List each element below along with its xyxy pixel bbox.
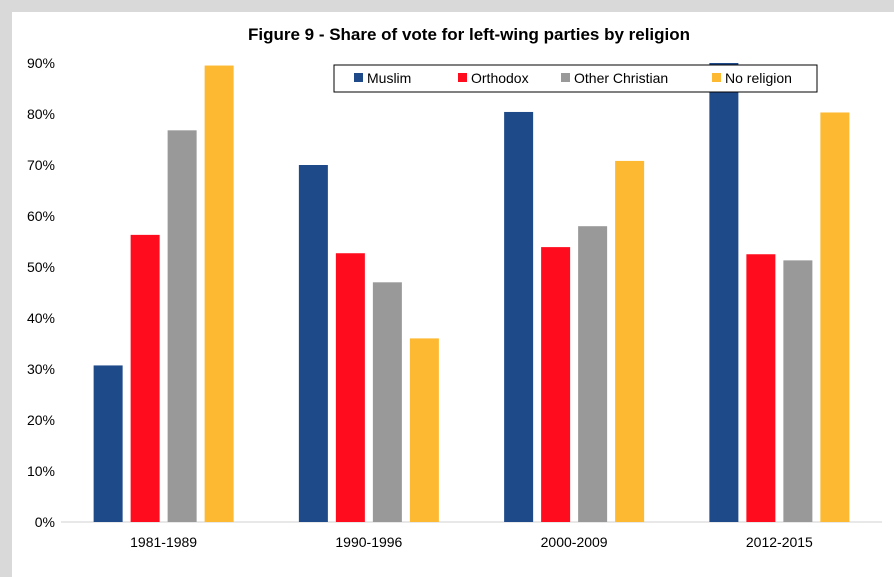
y-tick-label: 30%	[27, 361, 55, 377]
y-tick-label: 40%	[27, 310, 55, 326]
x-tick-label: 1981-1989	[130, 534, 197, 550]
y-tick-label: 20%	[27, 412, 55, 428]
legend-swatch-no-religion	[712, 73, 721, 82]
y-tick-label: 70%	[27, 157, 55, 173]
legend-swatch-other-christian	[561, 73, 570, 82]
bar-no-religion-1981-1989	[204, 65, 234, 523]
bar-other-christian-1981-1989	[167, 130, 197, 522]
y-tick-label: 60%	[27, 208, 55, 224]
legend-label: No religion	[725, 70, 792, 86]
bar-orthodox-2012-2015	[746, 254, 776, 522]
bar-no-religion-1990-1996	[409, 338, 439, 522]
bar-other-christian-2000-2009	[578, 226, 608, 522]
bar-muslim-1981-1989	[93, 365, 123, 522]
bar-orthodox-1981-1989	[130, 234, 160, 522]
bar-other-christian-1990-1996	[372, 282, 402, 522]
y-tick-label: 80%	[27, 106, 55, 122]
chart-title: Figure 9 - Share of vote for left-wing p…	[248, 25, 690, 44]
bar-orthodox-2000-2009	[541, 247, 571, 523]
bar-no-religion-2012-2015	[820, 112, 850, 522]
bar-muslim-2000-2009	[504, 111, 534, 523]
y-tick-label: 10%	[27, 463, 55, 479]
bar-other-christian-2012-2015	[783, 260, 813, 522]
bar-chart: Figure 9 - Share of vote for left-wing p…	[27, 25, 882, 550]
legend-label: Orthodox	[471, 70, 529, 86]
bar-muslim-2012-2015	[709, 63, 739, 522]
x-tick-label: 2012-2015	[746, 534, 813, 550]
bar-muslim-1990-1996	[298, 165, 328, 522]
bar-orthodox-1990-1996	[335, 253, 365, 523]
bar-no-religion-2000-2009	[615, 160, 645, 523]
legend: Muslim Orthodox Other Christian No religion	[333, 64, 818, 93]
x-tick-label: 1990-1996	[335, 534, 402, 550]
legend-swatch-muslim	[354, 73, 363, 82]
y-tick-label: 50%	[27, 259, 55, 275]
legend-swatch-orthodox	[458, 73, 467, 82]
x-tick-label: 2000-2009	[541, 534, 608, 550]
chart-card: Figure 9 - Share of vote for left-wing p…	[12, 12, 894, 577]
y-tick-label: 90%	[27, 55, 55, 71]
x-axis: 1981-1989 1990-1996 2000-2009 2012-2015	[61, 521, 882, 550]
bars-group	[93, 63, 850, 523]
y-axis: 0% 10% 20% 30% 40% 50% 60% 70% 80% 90%	[27, 55, 55, 530]
legend-label: Muslim	[367, 70, 411, 86]
legend-box	[333, 64, 818, 93]
y-tick-label: 0%	[35, 514, 55, 530]
legend-label: Other Christian	[574, 70, 668, 86]
